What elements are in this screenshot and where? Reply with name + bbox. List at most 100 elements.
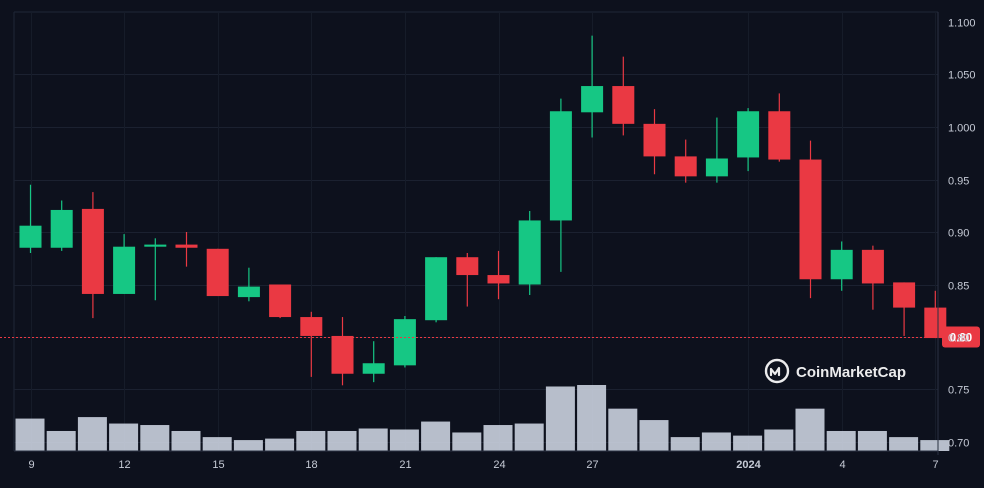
axes: 1.100 1.050 1.000 0.95 0.90 0.85 0.80 0.75 0.70 9… — [14, 12, 976, 471]
x-tick-label: 12 — [118, 459, 130, 471]
candle-down[interactable] — [269, 284, 292, 319]
volume-bar — [452, 432, 482, 451]
volume-bar — [889, 437, 919, 451]
candle-up[interactable] — [581, 35, 604, 138]
watermark-text: CoinMarketCap — [796, 364, 906, 381]
candle-body — [393, 319, 416, 366]
candle-down[interactable] — [799, 140, 822, 299]
candle-body — [924, 307, 947, 339]
current-price-line: 0.80 — [0, 326, 980, 348]
candle-down[interactable] — [674, 139, 697, 183]
y-tick-label: 0.80 — [948, 333, 969, 345]
candle-down[interactable] — [893, 282, 916, 336]
candle-body — [19, 225, 42, 248]
candle-body — [581, 86, 604, 113]
volume-bar — [577, 385, 607, 451]
y-tick-label: 0.90 — [948, 228, 969, 240]
candle-down[interactable] — [456, 253, 479, 307]
x-tick-label: 27 — [586, 459, 598, 471]
candle-body — [331, 335, 354, 374]
candle-body — [549, 111, 572, 221]
volume-bar — [733, 435, 763, 451]
volume-bar — [77, 417, 107, 451]
candle-up[interactable] — [19, 184, 42, 253]
candle-up[interactable] — [113, 234, 136, 294]
candle-down[interactable] — [81, 192, 104, 319]
volume-bar — [15, 418, 45, 451]
candle-up[interactable] — [144, 238, 167, 301]
grid-lines — [13, 11, 938, 451]
volume-bar — [265, 438, 295, 451]
candle-body — [362, 363, 385, 374]
candle-body — [768, 111, 791, 160]
candle-body — [737, 111, 760, 158]
volume-bar — [171, 430, 201, 451]
volume-bar — [389, 429, 419, 451]
candle-body — [113, 246, 136, 294]
candle-down[interactable] — [924, 290, 947, 339]
volume-bar — [233, 440, 263, 451]
candle-down[interactable] — [643, 109, 666, 175]
candle-down[interactable] — [861, 245, 884, 310]
volume-bar — [545, 386, 575, 451]
y-tick-label: 1.000 — [948, 123, 976, 135]
candle-body — [799, 159, 822, 280]
candle-body — [705, 158, 728, 177]
candle-up[interactable] — [705, 117, 728, 183]
candle-body — [456, 257, 479, 276]
candle-body — [300, 317, 323, 336]
candle-down[interactable] — [768, 93, 791, 162]
candles[interactable] — [19, 35, 947, 386]
candle-up[interactable] — [362, 341, 385, 383]
coinmarketcap-watermark: CoinMarketCap — [764, 358, 906, 384]
candle-down[interactable] — [612, 56, 635, 136]
candle-body — [830, 249, 853, 280]
candle-up[interactable] — [518, 211, 541, 295]
volume-bar — [857, 430, 887, 451]
candle-body — [674, 156, 697, 177]
candle-up[interactable] — [549, 98, 572, 272]
current-price-badge — [942, 326, 980, 348]
volume-bar — [296, 430, 326, 451]
candle-body — [269, 284, 292, 318]
x-tick-label: 21 — [399, 459, 411, 471]
candle-up[interactable] — [237, 267, 260, 302]
candle-body — [487, 275, 510, 284]
candle-up[interactable] — [50, 200, 73, 251]
candle-down[interactable] — [206, 248, 229, 297]
candle-down[interactable] — [175, 232, 198, 267]
x-tick-label: 9 — [28, 459, 34, 471]
candle-body — [643, 123, 666, 157]
candle-body — [237, 286, 260, 298]
candle-body — [175, 244, 198, 248]
volume-bar — [670, 437, 700, 451]
volume-bar — [327, 430, 357, 451]
candle-body — [612, 86, 635, 124]
candle-body — [518, 220, 541, 285]
candle-up[interactable] — [830, 241, 853, 291]
volume-bar — [826, 430, 856, 451]
x-tick-label: 7 — [932, 459, 938, 471]
x-tick-label: 18 — [305, 459, 317, 471]
candle-up[interactable] — [737, 108, 760, 172]
candle-body — [144, 244, 167, 247]
candle-up[interactable] — [425, 257, 448, 323]
y-tick-label: 0.85 — [948, 281, 969, 293]
candle-down[interactable] — [331, 317, 354, 386]
volume-bars — [15, 385, 950, 451]
candle-body — [861, 249, 884, 284]
candle-body — [206, 248, 229, 297]
candle-down[interactable] — [300, 311, 323, 377]
volume-bar — [109, 423, 139, 451]
y-tick-label: 1.050 — [948, 70, 976, 82]
volume-bar — [608, 408, 638, 451]
candle-down[interactable] — [487, 250, 510, 300]
volume-bar — [421, 421, 451, 451]
x-tick-label: 2024 — [736, 459, 761, 471]
y-tick-label: 1.100 — [948, 18, 976, 30]
y-tick-label: 0.70 — [948, 438, 969, 450]
candle-up[interactable] — [393, 316, 416, 368]
volume-bar — [795, 408, 825, 451]
